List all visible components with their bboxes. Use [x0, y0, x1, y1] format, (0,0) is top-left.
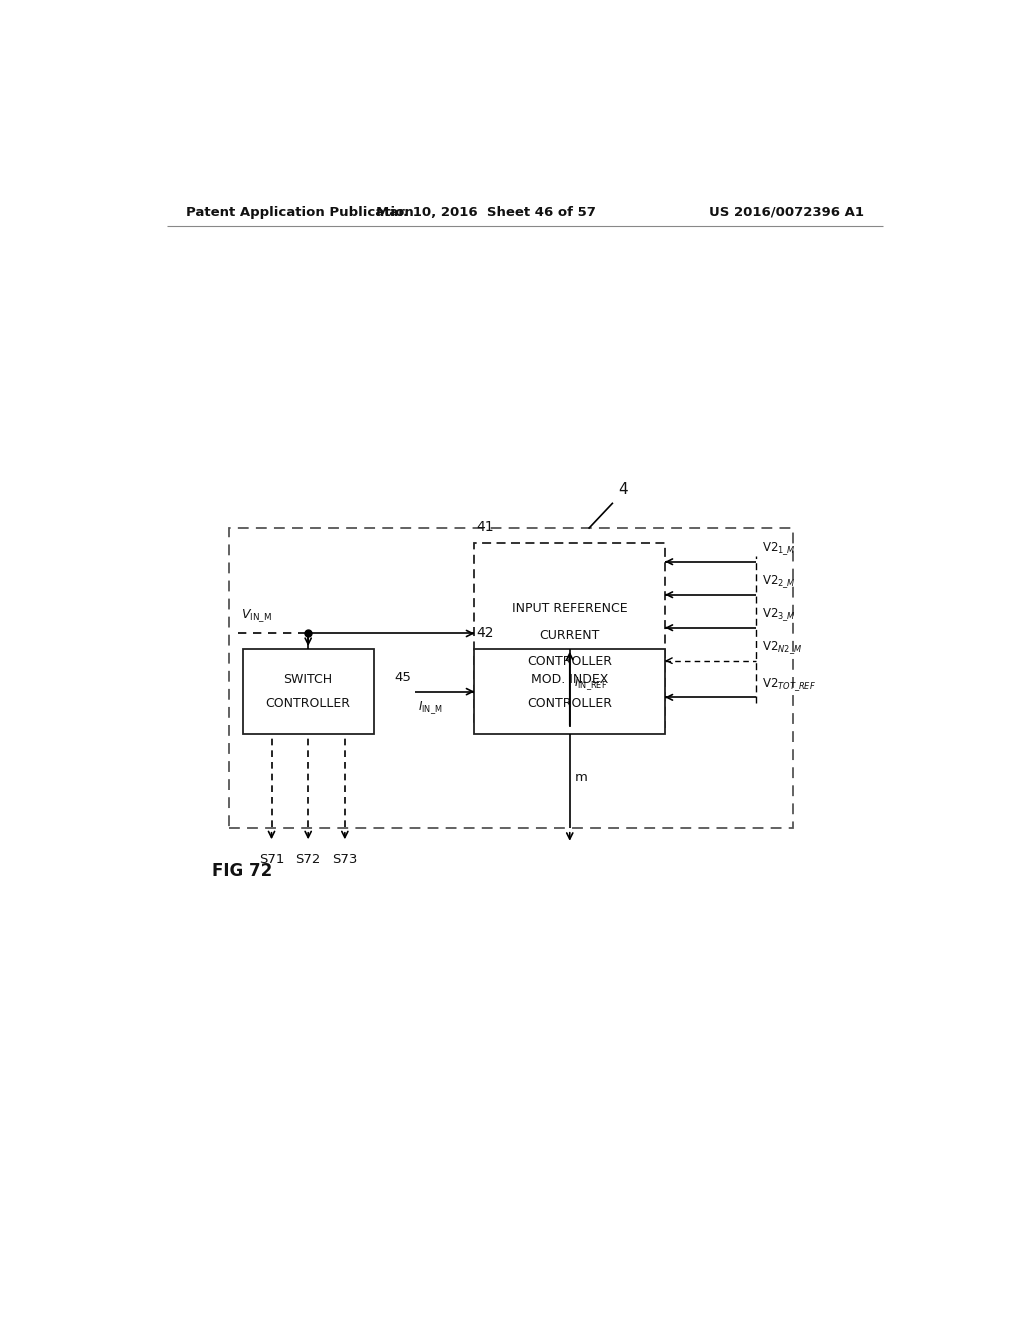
Text: 41: 41 [477, 520, 495, 535]
Text: S71: S71 [259, 853, 285, 866]
Bar [474, 544, 665, 726]
Text: V2$_{2\_M}$: V2$_{2\_M}$ [762, 573, 796, 590]
Text: FIG 72: FIG 72 [212, 862, 272, 879]
Text: S72: S72 [296, 853, 321, 866]
Text: V2$_{1\_M}$: V2$_{1\_M}$ [762, 540, 796, 557]
Text: $I_{\mathsf{IN\_M}}$: $I_{\mathsf{IN\_M}}$ [418, 700, 442, 715]
Text: S73: S73 [332, 853, 357, 866]
Text: m: m [574, 771, 588, 784]
Text: Mar. 10, 2016  Sheet 46 of 57: Mar. 10, 2016 Sheet 46 of 57 [376, 206, 596, 219]
Text: CONTROLLER: CONTROLLER [527, 697, 612, 710]
Text: 4: 4 [618, 482, 628, 498]
Text: SWITCH: SWITCH [284, 673, 333, 686]
Bar [474, 649, 665, 734]
Bar [243, 649, 374, 734]
Text: V2$_{TOT\_REF}$: V2$_{TOT\_REF}$ [762, 676, 816, 693]
Text: CURRENT: CURRENT [540, 628, 600, 642]
Text: MOD. INDEX: MOD. INDEX [531, 673, 608, 686]
Text: CONTROLLER: CONTROLLER [265, 697, 350, 710]
Text: Patent Application Publication: Patent Application Publication [186, 206, 414, 219]
Text: 42: 42 [477, 626, 495, 640]
Text: $V_{\mathsf{IN\_M}}$: $V_{\mathsf{IN\_M}}$ [241, 607, 272, 624]
Text: INPUT REFERENCE: INPUT REFERENCE [512, 602, 628, 615]
Text: US 2016/0072396 A1: US 2016/0072396 A1 [710, 206, 864, 219]
Text: 45: 45 [394, 671, 411, 684]
Text: V2$_{N2\_M}$: V2$_{N2\_M}$ [762, 639, 802, 656]
Bar [228, 528, 793, 829]
Text: $I_{\mathsf{IN\_REF}}$: $I_{\mathsf{IN\_REF}}$ [573, 676, 607, 692]
Text: V2$_{3\_M}$: V2$_{3\_M}$ [762, 606, 796, 623]
Text: CONTROLLER: CONTROLLER [527, 656, 612, 668]
